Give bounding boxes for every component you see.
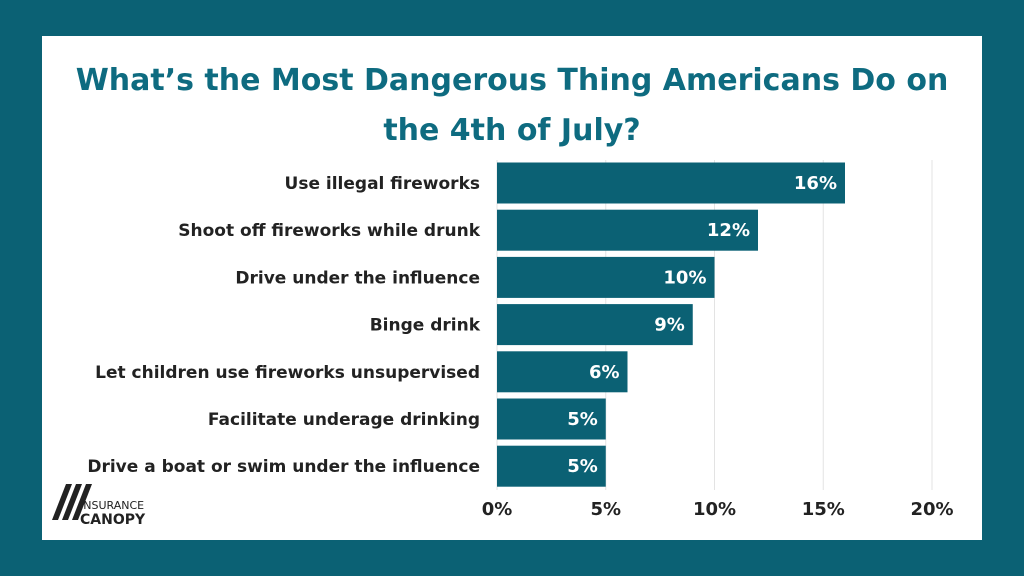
- value-label: 12%: [707, 220, 750, 241]
- y-tick-label: Facilitate underage drinking: [208, 410, 480, 430]
- bar: [497, 256, 715, 298]
- x-tick-label: 15%: [802, 499, 845, 520]
- logo-text: INSURANCE: [80, 499, 144, 512]
- y-tick-label: Drive a boat or swim under the influence: [87, 457, 480, 477]
- bar: [497, 162, 845, 204]
- bar: [497, 351, 628, 393]
- value-label: 5%: [567, 409, 598, 430]
- y-tick-label: Shoot off fireworks while drunk: [178, 221, 480, 241]
- title-box: What’s the Most Dangerous Thing American…: [42, 56, 982, 156]
- x-tick-label: 10%: [693, 499, 736, 520]
- y-tick-label: Drive under the influence: [235, 268, 480, 288]
- x-tick-label: 5%: [590, 499, 621, 520]
- bar: [497, 304, 693, 346]
- logo: INSURANCE CANOPY: [52, 484, 146, 528]
- y-tick-label: Binge drink: [370, 316, 481, 336]
- logo-stripe: [72, 484, 92, 520]
- bar: [497, 209, 758, 251]
- x-tick-label: 0%: [482, 499, 513, 520]
- chart-title: What’s the Most Dangerous Thing American…: [75, 63, 949, 148]
- value-label: 5%: [567, 456, 598, 477]
- y-tick-label: Let children use fireworks unsupervised: [95, 363, 480, 383]
- y-tick-label: Use illegal fireworks: [285, 174, 480, 194]
- value-label: 9%: [654, 315, 685, 336]
- value-label: 6%: [589, 362, 620, 383]
- logo-text: CANOPY: [80, 512, 146, 528]
- bar: [497, 398, 606, 440]
- bar: [497, 445, 606, 487]
- value-label: 10%: [663, 267, 706, 288]
- x-tick-label: 20%: [910, 499, 953, 520]
- logo-stripe: [62, 484, 82, 520]
- logo-stripe: [52, 484, 72, 520]
- value-label: 16%: [794, 173, 837, 194]
